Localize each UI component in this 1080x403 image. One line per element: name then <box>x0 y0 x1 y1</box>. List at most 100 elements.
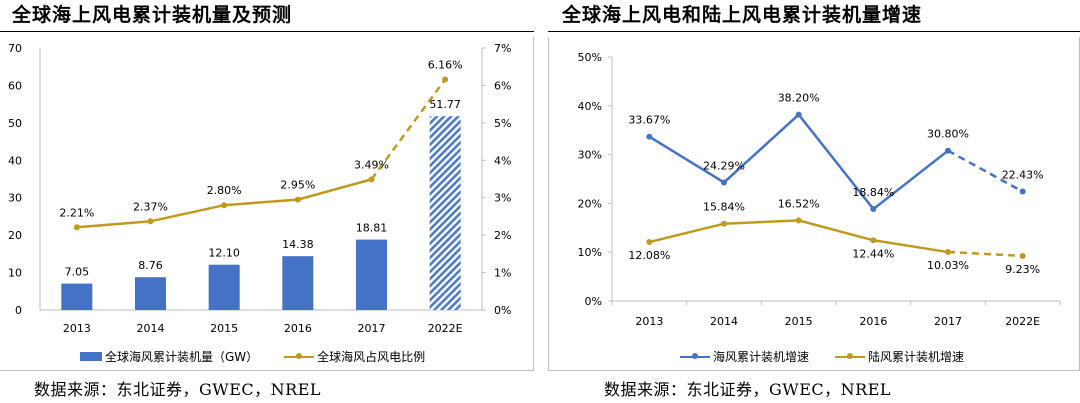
share-data-label: 2.21% <box>59 206 94 219</box>
right-title-rule <box>548 31 1080 32</box>
y-tick-label: 10% <box>578 246 602 259</box>
offshore-line-forecast <box>947 149 1024 193</box>
onshore-data-label: 10.03% <box>927 259 969 272</box>
offshore-point <box>945 147 951 154</box>
onshore-data-label: 16.52% <box>778 197 820 210</box>
bar-data-label: 7.05 <box>65 266 90 279</box>
legend-label-installed-capacity: 全球海风累计装机量（GW） <box>105 350 259 364</box>
onshore-point <box>945 249 951 256</box>
offshore-point <box>721 179 727 186</box>
bar <box>208 264 240 310</box>
onshore-data-label: 15.84% <box>703 201 745 214</box>
legend-item-share: 全球海风占风电比例 <box>284 348 425 365</box>
onshore-line-actual <box>649 219 949 254</box>
x-tick-label: 2017 <box>934 315 962 328</box>
share-data-label: 3.49% <box>354 158 389 171</box>
onshore-point <box>646 239 653 246</box>
onshore-data-label: 12.08% <box>628 249 670 262</box>
legend-swatch-blue-line <box>680 352 710 361</box>
x-tick-label: 2015 <box>210 322 238 335</box>
share-data-label: 6.16% <box>428 58 463 71</box>
bar-data-label: 18.81 <box>356 222 388 235</box>
x-tick-label: 2013 <box>63 322 91 335</box>
legend-swatch-gold-line <box>284 352 315 361</box>
y-left-tick-label: 0 <box>15 304 22 317</box>
x-tick-label: 2016 <box>859 315 887 328</box>
right-chart: 0% 10% 20% 30% 40% 50% 2013 2014 2015 2016 2017 202… <box>578 51 1061 328</box>
bar-data-label: 51.77 <box>429 98 461 111</box>
left-source-note: 数据来源：东北证券，GWEC，NREL <box>34 380 322 399</box>
x-tick-label: 2015 <box>785 315 813 328</box>
y-right-tick-label: 4% <box>494 154 511 167</box>
x-tick-label: 2016 <box>284 322 312 335</box>
left-panel: 全球海上风电累计装机量及预测 0 10 20 30 40 50 60 70 0% 1% 2% 3% 4%… <box>0 0 534 403</box>
onshore-point <box>795 217 802 224</box>
share-point <box>442 76 449 83</box>
y-right-tick-label: 6% <box>494 79 511 92</box>
y-left-tick-label: 40 <box>8 154 22 167</box>
y-tick-label: 20% <box>578 197 602 210</box>
share-line-forecast <box>370 78 447 181</box>
legend-swatch-gold-line-right <box>835 352 866 361</box>
legend-item-onshore-growth: 陆风累计装机增速 <box>835 348 964 365</box>
bar-forecast <box>429 116 461 310</box>
share-point <box>368 176 375 183</box>
bar-data-label: 8.76 <box>138 259 163 272</box>
legend-item-installed-capacity: 全球海风累计装机量（GW） <box>80 348 258 365</box>
bar <box>282 256 314 310</box>
y-tick-label: 30% <box>578 149 602 162</box>
bar-data-label: 14.38 <box>282 238 314 251</box>
share-point <box>147 218 154 225</box>
onshore-data-label: 9.23% <box>1005 263 1040 276</box>
legend-label-share: 全球海风占风电比例 <box>317 350 426 364</box>
right-chart-title: 全球海上风电和陆上风电累计装机量增速 <box>562 4 923 26</box>
x-tick-label: 2014 <box>710 315 738 328</box>
offshore-point <box>870 206 877 213</box>
offshore-data-label: 33.67% <box>628 114 670 127</box>
y-left-tick-label: 30 <box>8 192 22 205</box>
onshore-point <box>721 220 727 227</box>
x-tick-label: 2022E <box>1005 315 1040 328</box>
bar <box>356 239 387 310</box>
y-right-tick-label: 1% <box>494 267 511 280</box>
y-right-tick-label: 5% <box>494 117 511 130</box>
share-data-label: 2.95% <box>280 179 315 192</box>
legend-label-offshore-growth: 海风累计装机增速 <box>713 350 810 364</box>
left-title-rule <box>0 31 534 32</box>
share-data-label: 2.37% <box>133 200 168 213</box>
left-chart-frame <box>0 37 534 371</box>
left-chart: 0 10 20 30 40 50 60 70 0% 1% 2% 3% 4% 5% 6% 7% 2013 2014 2… <box>8 42 511 335</box>
y-left-tick-label: 20 <box>8 229 22 242</box>
left-chart-title: 全球海上风电累计装机量及预测 <box>12 4 293 26</box>
y-left-tick-label: 60 <box>8 79 22 92</box>
bar-data-label: 12.10 <box>208 247 240 260</box>
y-right-tick-label: 7% <box>494 42 511 55</box>
y-left-tick-label: 10 <box>8 267 22 280</box>
offshore-point <box>1019 188 1026 195</box>
y-left-tick-label: 50 <box>8 117 22 130</box>
offshore-data-label: 18.84% <box>852 186 894 199</box>
bar <box>135 277 166 310</box>
y-right-tick-label: 0% <box>494 304 511 317</box>
legend-item-offshore-growth: 海风累计装机增速 <box>680 348 809 365</box>
onshore-point <box>1019 252 1026 259</box>
x-tick-label: 2017 <box>358 322 386 335</box>
y-tick-label: 40% <box>578 100 602 113</box>
share-data-label: 2.80% <box>207 184 242 197</box>
share-point <box>73 224 80 231</box>
x-tick-label: 2014 <box>137 322 165 335</box>
y-tick-label: 50% <box>578 51 602 64</box>
right-panel: 全球海上风电和陆上风电累计装机量增速 0% 10% 20% 30% 40% 50% 2013… <box>548 0 1080 403</box>
onshore-point <box>870 237 877 244</box>
right-source-note: 数据来源：东北证券，GWEC，NREL <box>604 380 892 399</box>
offshore-data-label: 22.43% <box>1002 169 1044 182</box>
bar <box>61 283 93 310</box>
y-tick-label: 0% <box>585 295 602 308</box>
legend-label-onshore-growth: 陆风累计装机增速 <box>868 350 965 364</box>
share-point <box>294 196 301 203</box>
onshore-line-forecast <box>947 250 1023 258</box>
offshore-point <box>646 133 653 140</box>
offshore-data-label: 24.29% <box>703 159 745 172</box>
y-right-tick-label: 2% <box>494 229 511 242</box>
right-legend: 海风累计装机增速 陆风累计装机增速 <box>680 348 990 365</box>
